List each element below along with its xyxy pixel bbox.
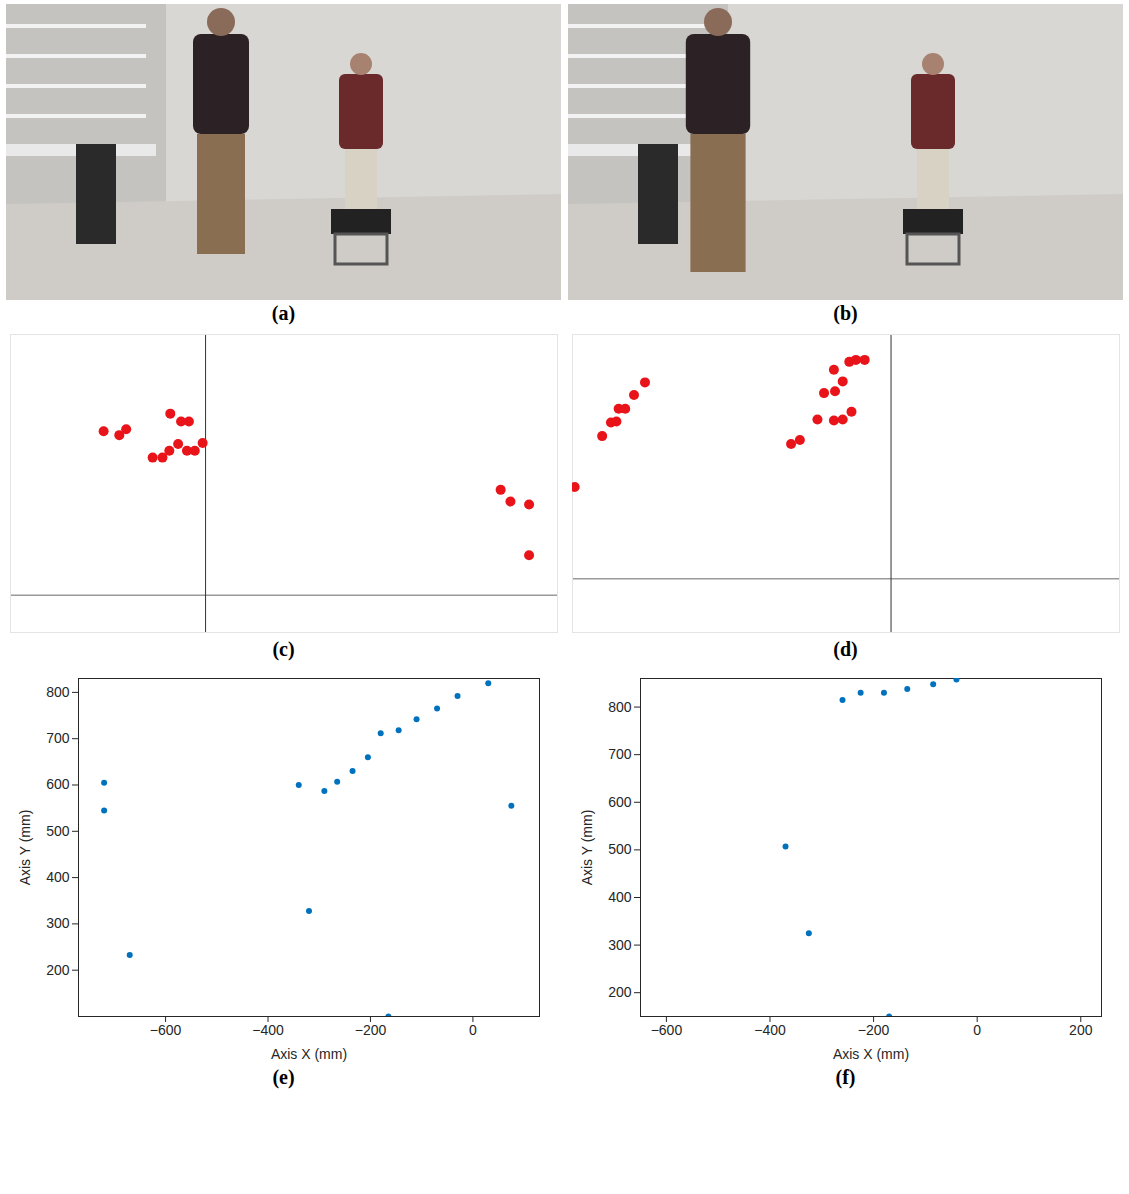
html-text:(b): (b) [833, 302, 858, 324]
svg-text:Axis X (mm): Axis X (mm) [833, 1046, 909, 1062]
svg-text:400: 400 [608, 889, 632, 905]
svg-text:0: 0 [469, 1022, 477, 1038]
svg-text:300: 300 [608, 937, 632, 953]
svg-text:−600: −600 [651, 1022, 683, 1038]
svg-text:−200: −200 [355, 1022, 387, 1038]
svg-text:300: 300 [46, 915, 70, 931]
svg-text:Axis X (mm): Axis X (mm) [271, 1046, 347, 1062]
svg-text:800: 800 [46, 684, 70, 700]
svg-text:−200: −200 [858, 1022, 890, 1038]
svg-text:−600: −600 [150, 1022, 182, 1038]
svg-text:200: 200 [1069, 1022, 1093, 1038]
svg-text:700: 700 [46, 730, 70, 746]
svg-text:500: 500 [46, 823, 70, 839]
svg-text:800: 800 [608, 699, 632, 715]
svg-text:200: 200 [46, 962, 70, 978]
svg-text:600: 600 [46, 776, 70, 792]
svg-text:400: 400 [46, 869, 70, 885]
svg-text:Axis Y (mm): Axis Y (mm) [17, 810, 33, 886]
html-text:(d): (d) [833, 638, 858, 660]
html-text:(f): (f) [835, 1066, 856, 1088]
html-text:(a): (a) [271, 302, 296, 324]
svg-text:700: 700 [608, 746, 632, 762]
svg-text:−400: −400 [754, 1022, 786, 1038]
html-text:(c): (c) [272, 638, 295, 660]
html-text:(e): (e) [272, 1066, 295, 1088]
svg-text:Axis Y (mm): Axis Y (mm) [579, 810, 595, 886]
svg-text:600: 600 [608, 794, 632, 810]
svg-text:200: 200 [608, 984, 632, 1000]
svg-text:−400: −400 [252, 1022, 284, 1038]
svg-text:0: 0 [973, 1022, 981, 1038]
svg-text:500: 500 [608, 841, 632, 857]
